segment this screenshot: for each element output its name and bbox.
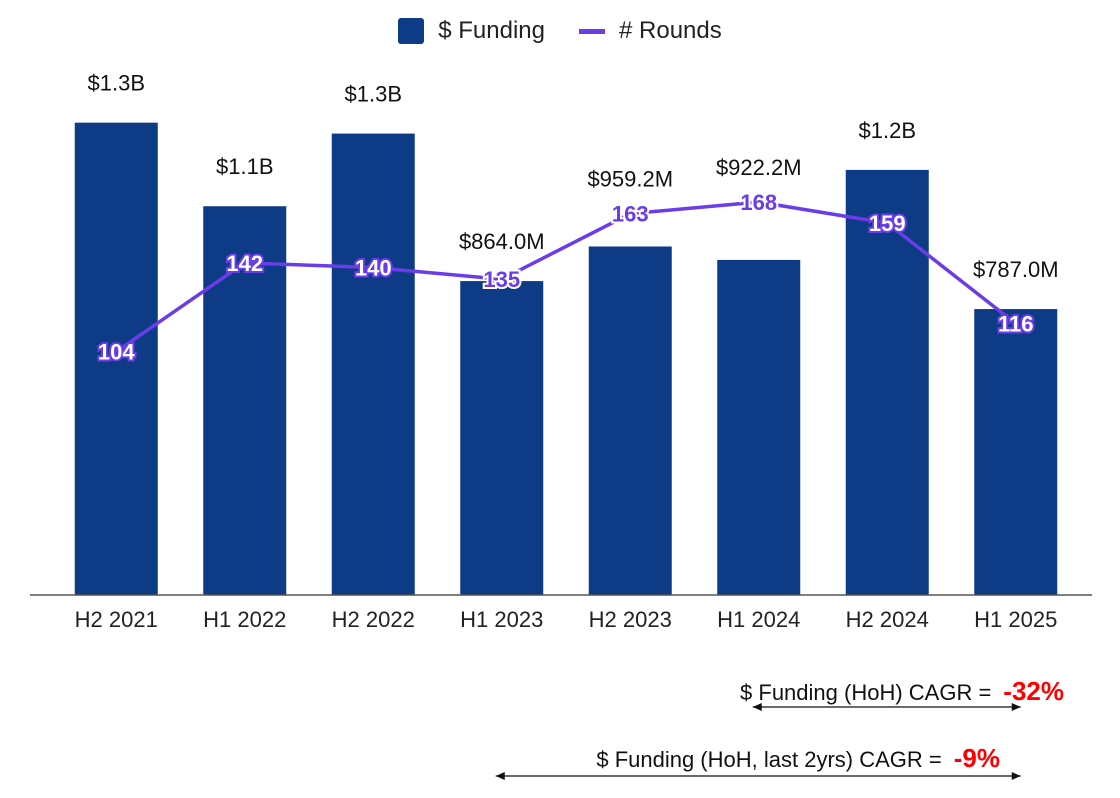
cagr-annotation-1: $ Funding (HoH) CAGR = -32% <box>740 676 1064 707</box>
rounds-data-label: 116 <box>998 312 1034 337</box>
x-tick-label: H2 2022 <box>332 607 415 632</box>
funding-data-label: $864.0M <box>459 229 545 254</box>
arrow-left-icon <box>495 772 505 780</box>
arrow-left-icon <box>752 703 762 711</box>
legend: $ Funding # Rounds <box>0 17 1120 45</box>
bar-funding <box>717 259 801 595</box>
funding-data-label: $1.3B <box>88 71 146 96</box>
rounds-line <box>115 200 1017 354</box>
cagr-annotation-2: $ Funding (HoH, last 2yrs) CAGR = -9% <box>596 743 1000 774</box>
bar-funding <box>845 169 929 595</box>
legend-item-rounds[interactable]: # Rounds <box>579 17 722 45</box>
funding-data-label: $1.2B <box>859 118 917 143</box>
bar-funding <box>331 133 415 596</box>
funding-data-label: $922.2M <box>716 155 802 180</box>
rounds-data-label: 140 <box>355 256 392 281</box>
funding-data-label: $959.2M <box>587 167 673 192</box>
cagr-value-1: -32% <box>1003 676 1064 706</box>
legend-item-funding[interactable]: $ Funding <box>398 17 545 45</box>
rounds-data-label: 142 <box>226 251 263 276</box>
rounds-data-label: 163 <box>612 202 649 227</box>
legend-label-funding: $ Funding <box>438 17 545 44</box>
arrow-right-icon <box>1011 703 1021 711</box>
x-tick-label: H2 2021 <box>75 607 158 632</box>
legend-swatch-rounds <box>579 28 605 34</box>
x-tick-label: H1 2022 <box>203 607 286 632</box>
bar-funding <box>203 206 287 595</box>
legend-swatch-funding <box>398 18 425 44</box>
rounds-data-label: 159 <box>869 211 906 236</box>
x-tick-label: H1 2023 <box>460 607 543 632</box>
funding-data-label: $787.0M <box>973 257 1059 282</box>
rounds-data-label: 168 <box>740 190 777 215</box>
x-tick-label: H2 2023 <box>589 607 672 632</box>
funding-data-label: $1.3B <box>345 82 403 107</box>
cagr-label-1: $ Funding (HoH) CAGR = <box>740 680 992 705</box>
arrow-right-icon <box>1011 772 1021 780</box>
funding-data-label: $1.1B <box>216 154 274 179</box>
legend-label-rounds: # Rounds <box>619 17 722 44</box>
rounds-data-label: 135 <box>483 267 520 292</box>
bar-funding <box>588 246 672 595</box>
bar-funding <box>974 309 1058 595</box>
bar-funding <box>74 122 158 596</box>
x-tick-label: H1 2024 <box>717 607 800 632</box>
x-tick-label: H2 2024 <box>846 607 929 632</box>
cagr-value-2: -9% <box>953 743 1000 773</box>
cagr-label-2: $ Funding (HoH, last 2yrs) CAGR = <box>596 747 942 772</box>
x-tick-label: H1 2025 <box>974 607 1057 632</box>
rounds-data-label: 104 <box>98 340 135 365</box>
bar-funding <box>460 281 544 595</box>
